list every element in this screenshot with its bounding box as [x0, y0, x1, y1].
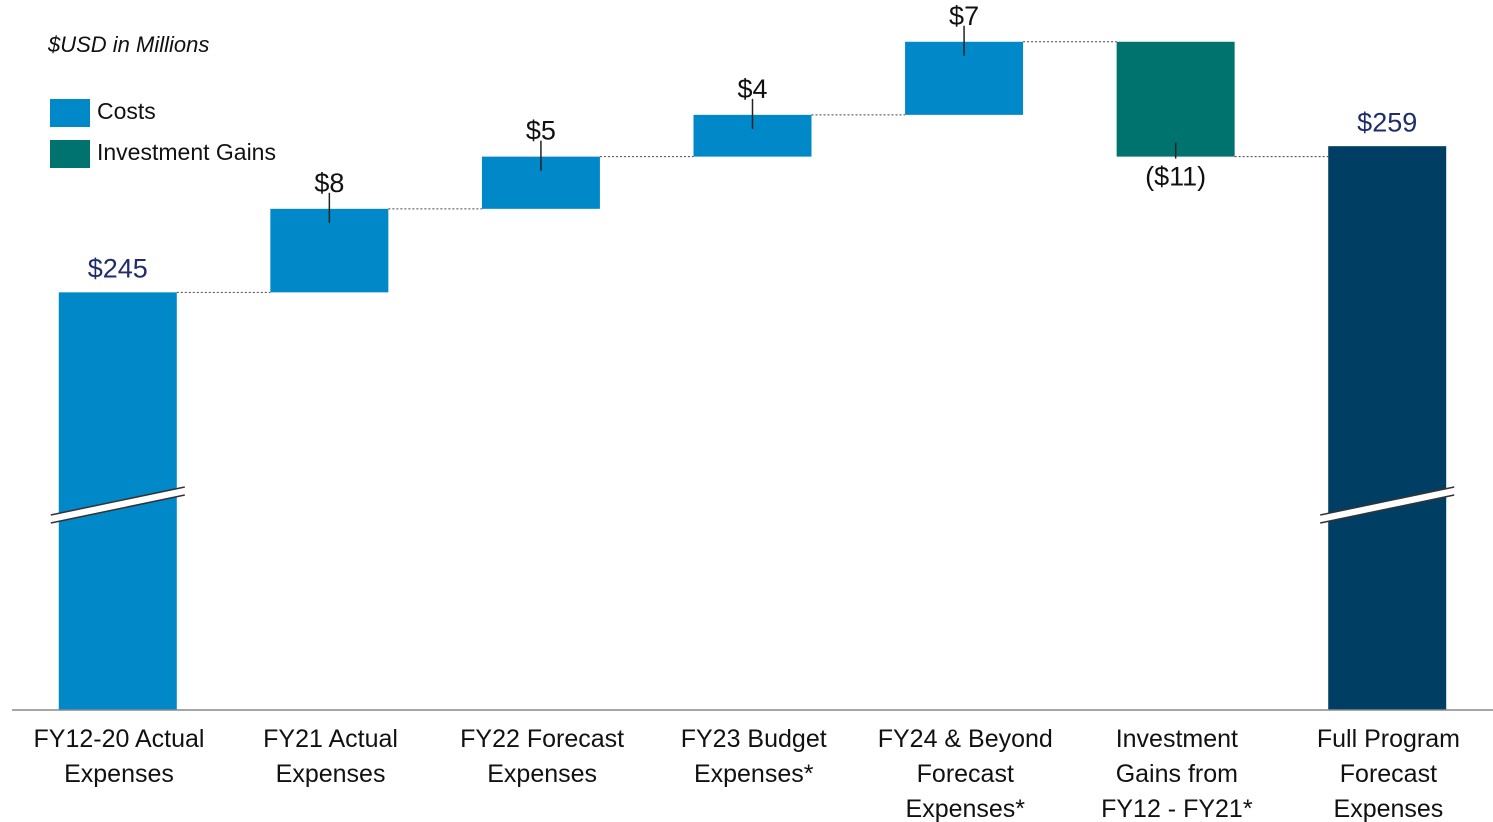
value-label: ($11): [1145, 162, 1206, 192]
x-tick-label: FY21 Actual Expenses: [263, 725, 398, 788]
legend-label: Investment Gains: [97, 139, 276, 165]
x-tick-label: Full Program Forecast Expenses: [1316, 725, 1460, 822]
x-tick-label: FY22 Forecast Expenses: [460, 725, 625, 788]
value-label: $259: [1357, 107, 1417, 137]
value-label: $5: [526, 116, 556, 146]
bar: [1116, 41, 1235, 157]
value-label: $4: [737, 74, 767, 104]
axis-break: [50, 487, 185, 523]
axis-break: [1320, 487, 1455, 523]
value-label: $7: [949, 1, 979, 31]
legend-swatch: [50, 140, 90, 168]
axis-break-edge: [50, 494, 185, 524]
axis-break-edge: [1320, 494, 1455, 524]
legend-swatch: [50, 99, 90, 127]
value-label: $245: [88, 253, 148, 283]
axis-break-edge: [50, 486, 185, 516]
x-tick-label: Investment Gains from FY12 - FY21*: [1101, 725, 1253, 822]
x-tick-label: FY12-20 Actual Expenses: [33, 725, 205, 788]
x-tick-label: FY23 Budget Expenses*: [680, 725, 827, 788]
value-label: $8: [314, 168, 344, 198]
axis-break-edge: [1320, 486, 1455, 516]
x-tick-label: FY24 & Beyond Forecast Expenses*: [877, 725, 1053, 822]
legend-label: Costs: [97, 98, 156, 124]
subtitle: $USD in Millions: [47, 32, 209, 57]
bar: [1328, 146, 1447, 711]
